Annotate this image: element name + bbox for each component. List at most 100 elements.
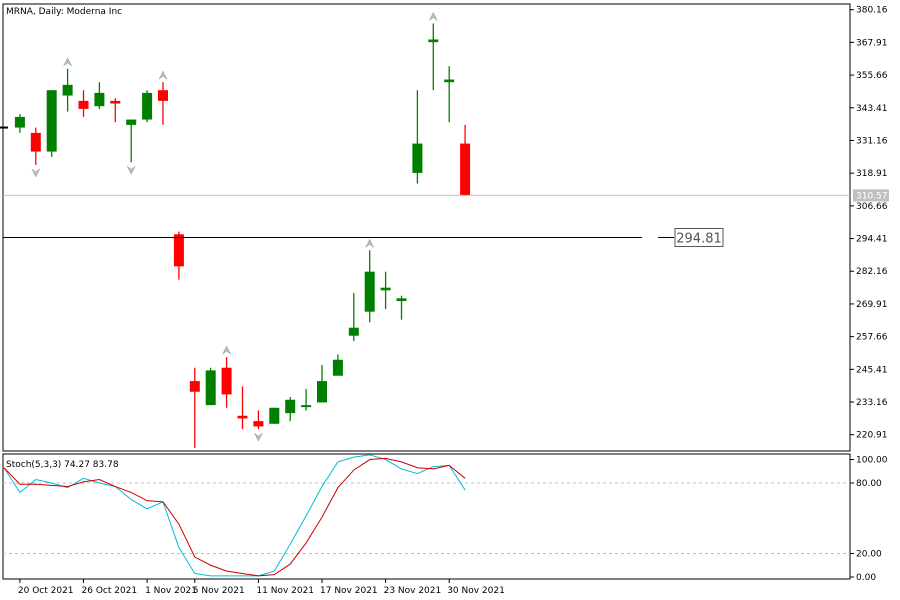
candle[interactable]: [301, 389, 312, 411]
candle[interactable]: [221, 357, 232, 408]
stoch-lines-group: [3, 454, 466, 577]
candles-group[interactable]: [0, 23, 471, 448]
price-panel-frame: [2, 3, 851, 452]
candle-body: [428, 39, 439, 43]
stoch-main-line: [3, 454, 466, 577]
candle-body: [285, 399, 296, 414]
candle-body: [173, 234, 184, 267]
candle-body: [0, 126, 8, 129]
candle[interactable]: [396, 295, 407, 320]
price-tick-label: 367.91: [856, 38, 888, 48]
candle[interactable]: [14, 114, 25, 133]
candle[interactable]: [444, 66, 455, 123]
fractal-down-arrow: [126, 166, 136, 175]
candle-body: [142, 92, 153, 120]
candle-body: [221, 367, 232, 395]
current-price-label: 310.57: [856, 191, 888, 201]
stoch-title: Stoch(5,3,3) 74.27 83.78: [6, 460, 119, 470]
candle[interactable]: [348, 293, 359, 342]
candle-body: [444, 79, 455, 83]
candle[interactable]: [269, 407, 280, 424]
date-tick-label: 26 Oct 2021: [82, 586, 138, 596]
candle-body: [380, 287, 391, 291]
horizontal-line-object[interactable]: 294.81: [3, 227, 724, 247]
candle[interactable]: [364, 250, 375, 323]
candle[interactable]: [428, 23, 439, 91]
candle[interactable]: [317, 365, 327, 403]
candle[interactable]: [94, 82, 105, 109]
stoch-grid: [3, 482, 850, 555]
current-price-object: 310.57: [3, 189, 889, 202]
candle-body: [94, 92, 105, 107]
date-tick-label: 5 Nov 2021: [193, 586, 245, 596]
candle-body: [253, 421, 264, 427]
candle[interactable]: [46, 90, 57, 157]
candle-body: [30, 132, 41, 152]
price-tick-label: 257.66: [856, 333, 888, 343]
candle[interactable]: [460, 124, 471, 196]
price-tick-label: 233.16: [856, 398, 888, 408]
price-axis-labels: 380.16 367.91 355.66 343.41 331.16 318.91 306.…: [850, 6, 888, 441]
candle-body: [269, 407, 280, 424]
horizontal-line-label-box: [674, 227, 724, 247]
candle[interactable]: [30, 127, 41, 165]
price-tick-label: 318.91: [856, 169, 888, 179]
candle[interactable]: [0, 126, 8, 129]
price-tick-label: 306.66: [856, 202, 888, 212]
price-tick-label: 294.41: [856, 235, 888, 245]
fractal-down-arrow: [254, 432, 263, 442]
stoch-signal-line: [3, 457, 466, 577]
date-tick-label: 11 Nov 2021: [256, 586, 314, 596]
price-tick-label: 331.16: [856, 136, 888, 146]
date-tick-label: 1 Nov 2021: [145, 586, 197, 596]
candle-body: [189, 381, 200, 392]
date-tick-label: 17 Nov 2021: [320, 586, 378, 596]
candle[interactable]: [380, 271, 391, 310]
price-tick-label: 220.91: [856, 431, 888, 441]
candle[interactable]: [412, 90, 423, 184]
candle-body: [110, 100, 121, 104]
candle-body: [317, 381, 327, 403]
candle[interactable]: [173, 231, 184, 280]
stoch-axis-labels: 100.00 80.00 20.00 0.00: [850, 456, 888, 583]
candle[interactable]: [253, 410, 264, 430]
candle[interactable]: [189, 367, 200, 448]
candle[interactable]: [158, 82, 168, 125]
chart-title: MRNA, Daily: Moderna Inc: [6, 7, 122, 17]
price-tick-label: 355.66: [856, 71, 888, 81]
candle-body: [62, 84, 73, 96]
candle[interactable]: [110, 98, 121, 123]
candle-body: [364, 271, 375, 312]
stoch-tick-label: 80.00: [856, 479, 882, 489]
candle-body: [126, 119, 137, 125]
price-tick-label: 380.16: [856, 6, 888, 16]
candle[interactable]: [78, 90, 89, 117]
candle-body: [14, 116, 25, 128]
candle-body: [460, 143, 471, 196]
candle-body: [46, 90, 57, 152]
current-price-tag: [853, 189, 889, 202]
candle-body: [396, 298, 407, 302]
stoch-tick-label: 100.00: [856, 456, 888, 466]
stoch-panel-frame: [2, 453, 851, 580]
candle[interactable]: [332, 354, 343, 376]
candle-body: [205, 370, 216, 406]
candle[interactable]: [285, 397, 296, 422]
candle-body: [412, 143, 423, 173]
fractal-up-arrow: [63, 57, 72, 67]
candle[interactable]: [205, 367, 216, 406]
candle[interactable]: [142, 90, 153, 123]
candle-body: [348, 327, 359, 336]
price-tick-label: 245.41: [856, 365, 888, 375]
price-tick-label: 282.16: [856, 267, 888, 277]
candle-body: [158, 90, 168, 101]
stoch-tick-label: 0.00: [856, 573, 876, 583]
candle[interactable]: [126, 119, 137, 163]
candle[interactable]: [62, 68, 73, 112]
stoch-tick-label: 20.00: [856, 550, 882, 560]
candle-body: [332, 359, 343, 376]
candle[interactable]: [237, 386, 248, 430]
fractal-up-arrow: [429, 11, 438, 21]
